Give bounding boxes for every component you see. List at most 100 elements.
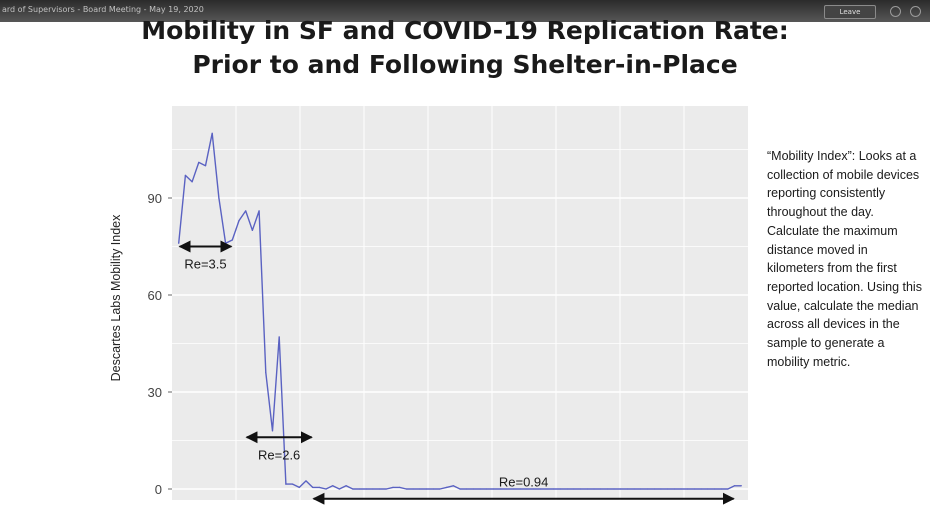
y-axis-label: Descartes Labs Mobility Index (109, 214, 123, 381)
data-point (680, 488, 682, 490)
data-point (385, 488, 387, 490)
mobility-index-note: “Mobility Index”: Looks at a collection … (767, 149, 922, 369)
data-point (700, 488, 702, 490)
data-point (392, 486, 394, 488)
data-point (446, 486, 448, 488)
data-point (707, 488, 709, 490)
data-point (466, 488, 468, 490)
data-point (265, 372, 267, 374)
slide-title: Mobility in SF and COVID-19 Replication … (110, 14, 820, 82)
data-point (620, 488, 622, 490)
annotation-label: Re=0.94 (499, 475, 549, 490)
data-point (198, 161, 200, 164)
data-point (586, 488, 588, 490)
data-point (693, 488, 696, 490)
data-point (271, 430, 274, 432)
data-point (352, 488, 354, 490)
y-tick-label: 90 (148, 191, 162, 206)
data-point (673, 488, 675, 490)
data-point (613, 488, 615, 490)
data-point (526, 488, 528, 490)
data-point (358, 488, 361, 490)
data-point (660, 488, 662, 490)
data-point (566, 488, 568, 490)
data-point (439, 488, 441, 490)
settings-icon[interactable] (890, 6, 901, 17)
data-point (486, 488, 488, 490)
data-point (539, 488, 541, 490)
data-point (291, 483, 294, 485)
data-point (211, 132, 213, 134)
data-point (626, 488, 629, 490)
data-point (405, 488, 408, 490)
data-point (399, 486, 401, 488)
data-point (459, 488, 461, 490)
data-point (472, 488, 474, 490)
annotation-label: Re=2.6 (258, 447, 300, 462)
data-point (318, 486, 320, 488)
data-point (224, 242, 227, 244)
series-mobility-index (178, 132, 742, 490)
data-point (606, 488, 608, 490)
data-point (298, 486, 300, 488)
data-point (338, 488, 341, 490)
data-point (492, 488, 495, 490)
y-tick-label: 0 (155, 482, 162, 497)
data-point (332, 485, 334, 487)
data-point (740, 485, 742, 487)
data-point (218, 197, 220, 199)
data-point (512, 488, 515, 490)
data-point (640, 488, 642, 490)
data-point (533, 488, 535, 490)
slide-title-line-1: Mobility in SF and COVID-19 Replication … (141, 16, 789, 45)
data-point (245, 210, 247, 212)
data-point (365, 488, 367, 490)
data-point (238, 220, 240, 222)
data-point (204, 165, 207, 167)
y-tick-label: 30 (148, 385, 162, 400)
slide-title-line-2: Prior to and Following Shelter-in-Place (192, 50, 738, 79)
data-point (479, 488, 481, 490)
data-point (573, 488, 575, 490)
data-point (231, 239, 233, 241)
annotation-label: Re=3.5 (184, 257, 226, 272)
data-point (432, 488, 434, 490)
data-point (579, 488, 582, 490)
data-point (379, 488, 381, 490)
data-point (646, 488, 649, 490)
data-point (593, 488, 595, 490)
data-point (506, 488, 508, 490)
data-point (184, 174, 186, 176)
plot-area (172, 106, 748, 500)
data-point (305, 480, 307, 482)
data-point (727, 488, 729, 490)
data-point (452, 485, 454, 487)
data-point (553, 488, 555, 490)
data-point (251, 229, 253, 231)
data-point (425, 488, 428, 490)
data-point (312, 486, 314, 488)
data-point (600, 488, 602, 490)
data-point (278, 336, 280, 338)
data-point (667, 488, 669, 490)
data-point (653, 488, 655, 490)
leave-button[interactable]: Leave (824, 5, 876, 19)
data-point (720, 488, 722, 490)
window-title: ard of Supervisors - Board Meeting - May… (2, 5, 204, 14)
y-axis-ticks: 0 30 60 90 (148, 191, 172, 497)
data-point (499, 488, 501, 490)
data-point (546, 488, 548, 490)
data-point (633, 488, 635, 490)
data-point (178, 242, 180, 244)
data-point (734, 485, 736, 487)
close-icon[interactable] (910, 6, 921, 17)
data-point (285, 483, 287, 485)
data-point (325, 488, 327, 490)
data-point (191, 181, 193, 183)
data-point (419, 488, 421, 490)
data-point (687, 488, 689, 490)
data-point (372, 488, 374, 490)
data-point (412, 488, 414, 490)
data-point (559, 488, 562, 490)
